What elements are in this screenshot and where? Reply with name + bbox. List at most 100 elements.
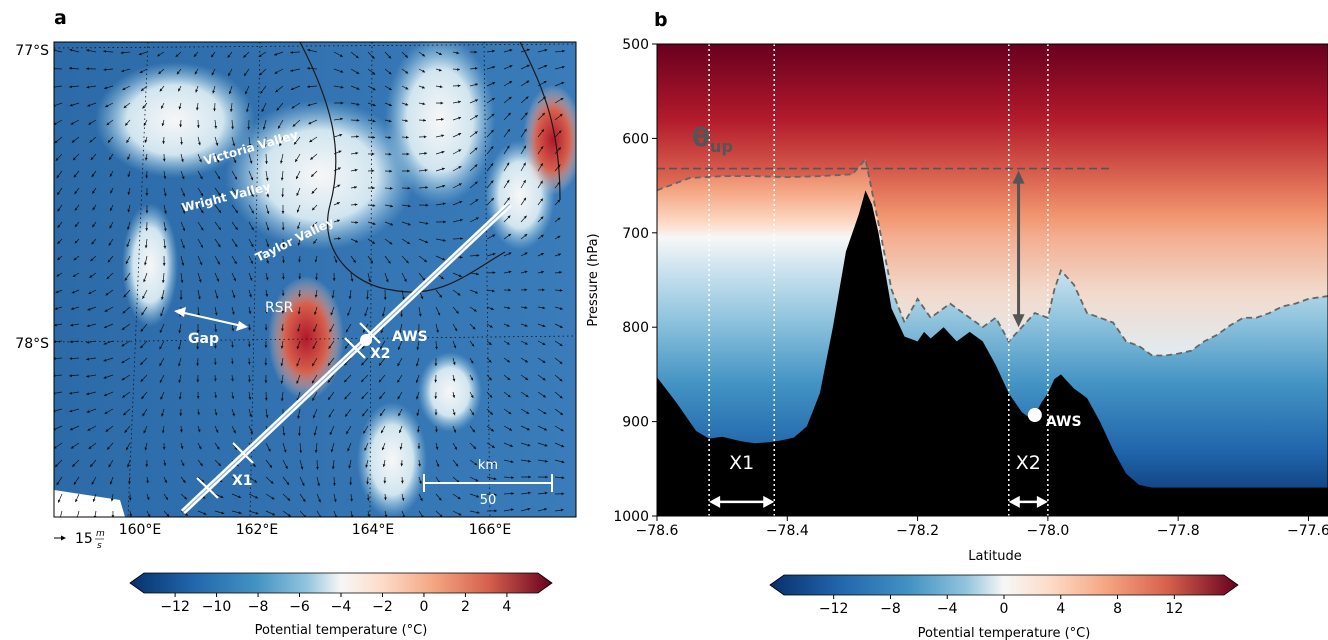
wind-vector-head bbox=[199, 262, 203, 266]
wind-vector-head bbox=[267, 448, 271, 452]
wind-vector-head bbox=[247, 344, 251, 348]
wind-vector-head bbox=[255, 511, 259, 515]
wind-vector-head bbox=[292, 123, 296, 127]
wind-vector-head bbox=[161, 280, 165, 283]
wind-vector-head bbox=[436, 329, 439, 333]
wind-vector-head bbox=[128, 497, 132, 501]
wind-vector-head bbox=[313, 432, 317, 436]
wind-vector-head bbox=[405, 54, 408, 58]
wind-vector-head bbox=[69, 340, 73, 344]
wind-vector-head bbox=[400, 463, 404, 467]
wind-vector-head bbox=[297, 328, 300, 332]
wind-vector-head bbox=[435, 446, 439, 450]
wind-vector-head bbox=[379, 346, 383, 350]
wind-vector-head bbox=[290, 50, 293, 54]
wind-vector-head bbox=[54, 140, 58, 144]
wind-vector-head bbox=[143, 430, 147, 434]
wind-vector-head bbox=[145, 193, 149, 196]
wind-vector-head bbox=[86, 49, 90, 52]
wind-vector-head bbox=[265, 293, 269, 297]
wind-vector bbox=[77, 510, 80, 517]
wind-vector-head bbox=[456, 51, 460, 55]
wind-vector-head bbox=[405, 135, 409, 139]
colorbar-tick-label: 0 bbox=[1000, 601, 1009, 617]
wind-vector-head bbox=[372, 204, 376, 207]
wind-vector-head bbox=[216, 446, 220, 450]
wind-vector-head bbox=[367, 514, 371, 517]
colorbar-body bbox=[129, 572, 553, 594]
wind-vector-head bbox=[157, 53, 161, 57]
wind-vector-head bbox=[295, 176, 299, 180]
wind-vector-head bbox=[488, 342, 492, 345]
wind-vector-head bbox=[488, 359, 492, 363]
wind-vector-head bbox=[163, 193, 167, 197]
wind-vector-head bbox=[233, 278, 236, 282]
wind-vector-head bbox=[144, 447, 148, 451]
wind-vector-head bbox=[422, 277, 426, 281]
wind-vector-head bbox=[200, 193, 204, 197]
wind-vector-head bbox=[523, 128, 527, 132]
wind-vector-head bbox=[366, 498, 370, 501]
wind-vector-head bbox=[231, 126, 234, 130]
wind-vector-head bbox=[281, 227, 285, 231]
wind-vector-head bbox=[397, 379, 400, 383]
wind-vector-head bbox=[259, 72, 263, 76]
panel-a-label: a bbox=[54, 7, 67, 29]
wind-vector-head bbox=[161, 296, 164, 300]
wind-vector-head bbox=[492, 65, 496, 69]
wind-vector-head bbox=[318, 499, 321, 503]
no-data-region bbox=[54, 490, 125, 517]
wind-vector-head bbox=[69, 48, 73, 52]
wind-vector-head bbox=[182, 245, 185, 249]
wind-vector-head bbox=[416, 413, 420, 416]
wind-vector-head bbox=[121, 69, 125, 73]
colorbar-label: Potential temperature (°C) bbox=[255, 623, 428, 638]
wind-vector-head bbox=[460, 237, 463, 241]
map-ridge bbox=[95, 62, 255, 178]
wind-vector-head bbox=[542, 306, 546, 310]
wind-vector-head bbox=[388, 55, 392, 59]
wind-vector-head bbox=[215, 142, 219, 146]
wind-vector-head bbox=[276, 107, 280, 111]
wind-vector-head bbox=[213, 362, 217, 366]
wind-vector-head bbox=[471, 343, 475, 347]
wind-vector-head bbox=[416, 429, 420, 433]
wind-vector-head bbox=[442, 184, 446, 188]
wind-vector-head bbox=[180, 280, 184, 283]
wind-vector-head bbox=[199, 159, 202, 163]
wind-vector-head bbox=[279, 143, 282, 147]
panel-b-ylabel: Pressure (hPa) bbox=[586, 233, 601, 326]
wind-vector-head bbox=[458, 116, 462, 120]
wind-vector-head bbox=[265, 415, 269, 418]
wind-vector-head bbox=[327, 379, 331, 383]
wind-vector-head bbox=[525, 96, 529, 100]
wind-vector-head bbox=[69, 391, 73, 395]
wind-vector-head bbox=[489, 411, 493, 415]
wind-vector-head bbox=[475, 83, 478, 86]
aws-label-b: AWS bbox=[1046, 414, 1082, 430]
wind-vector-head bbox=[439, 514, 443, 517]
wind-vector-head bbox=[197, 296, 201, 300]
wind-vector-head bbox=[141, 396, 145, 399]
wind-vector-head bbox=[542, 288, 545, 292]
wind-vector-head bbox=[387, 260, 391, 264]
wind-vector-head bbox=[72, 274, 76, 277]
wind-vector-head bbox=[422, 53, 426, 57]
wind-vector-head bbox=[307, 103, 311, 107]
wind-vector-head bbox=[379, 396, 383, 400]
wind-vector-head bbox=[212, 90, 216, 94]
wind-vector-head bbox=[526, 80, 530, 84]
wind-vector-head bbox=[424, 168, 428, 172]
map-gridlines bbox=[54, 42, 576, 517]
wind-vector-head bbox=[528, 459, 531, 463]
wind-vector-head bbox=[382, 313, 385, 317]
wind-vector-head bbox=[400, 314, 404, 317]
wind-vector-head bbox=[416, 347, 420, 351]
wind-vector-head bbox=[527, 507, 531, 511]
wind-vector-head bbox=[424, 151, 428, 155]
wind-vector-head bbox=[179, 124, 183, 128]
wind-vector-head bbox=[365, 464, 369, 468]
wind-vector-head bbox=[312, 207, 315, 211]
wind-vector-head bbox=[122, 394, 126, 398]
wind-vector-head bbox=[524, 324, 528, 327]
